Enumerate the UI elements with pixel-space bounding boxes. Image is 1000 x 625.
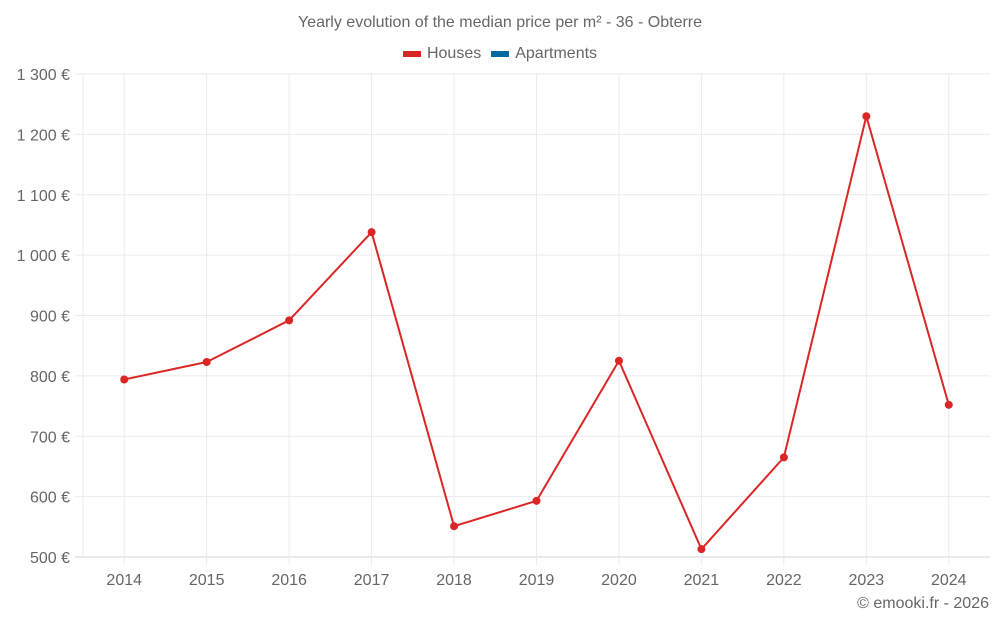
x-tick-label: 2016 [271,572,307,589]
series-houses [120,112,953,554]
legend-label-houses: Houses [426,45,482,62]
x-tick-label: 2020 [601,572,637,589]
y-tick-label: 800 € [30,369,70,386]
data-point[interactable] [202,357,211,366]
chart-legend: Houses Apartments [0,45,1000,63]
y-tick-label: 600 € [30,490,70,507]
data-point[interactable] [697,545,706,554]
data-point[interactable] [862,112,871,121]
data-point[interactable] [614,356,623,365]
legend-label-apartments: Apartments [515,45,598,62]
y-tick-label: 1 000 € [17,248,70,265]
x-tick-label: 2019 [519,572,555,589]
data-point[interactable] [944,400,953,409]
y-tick-label: 700 € [30,429,70,446]
x-tick-label: 2015 [189,572,225,589]
y-tick-label: 1 100 € [17,188,70,205]
y-axis: 500 € 600 € 700 € 800 € 900 € 1 000 € 1 100 € 1… [17,67,70,567]
y-tick-label: 900 € [30,309,70,326]
copyright-footer: © emooki.fr - 2026 [857,595,989,612]
x-tick-label: 2018 [436,572,472,589]
x-axis: 2014 2015 2016 2017 2018 2019 2020 2021 2022 2023… [106,572,966,589]
legend-item-apartments[interactable]: Apartments [491,45,597,63]
x-tick-label: 2017 [354,572,390,589]
data-point[interactable] [285,316,294,325]
x-tick-label: 2021 [684,572,720,589]
data-point[interactable] [450,522,459,531]
x-tick-label: 2023 [849,572,885,589]
data-point[interactable] [120,375,129,384]
grid-lines [75,73,990,565]
x-tick-label: 2024 [931,572,967,589]
chart-title: Yearly evolution of the median price per… [297,14,703,31]
legend-item-houses[interactable]: Houses [402,45,482,63]
x-tick-label: 2022 [766,572,802,589]
data-point[interactable] [367,228,376,237]
data-point[interactable] [779,453,788,462]
data-point[interactable] [532,496,541,505]
y-tick-label: 1 300 € [17,67,70,84]
y-tick-label: 500 € [30,550,70,567]
x-tick-label: 2014 [106,572,142,589]
apartments-swatch-icon [491,51,510,57]
houses-swatch-icon [402,51,421,57]
y-tick-label: 1 200 € [17,127,70,144]
